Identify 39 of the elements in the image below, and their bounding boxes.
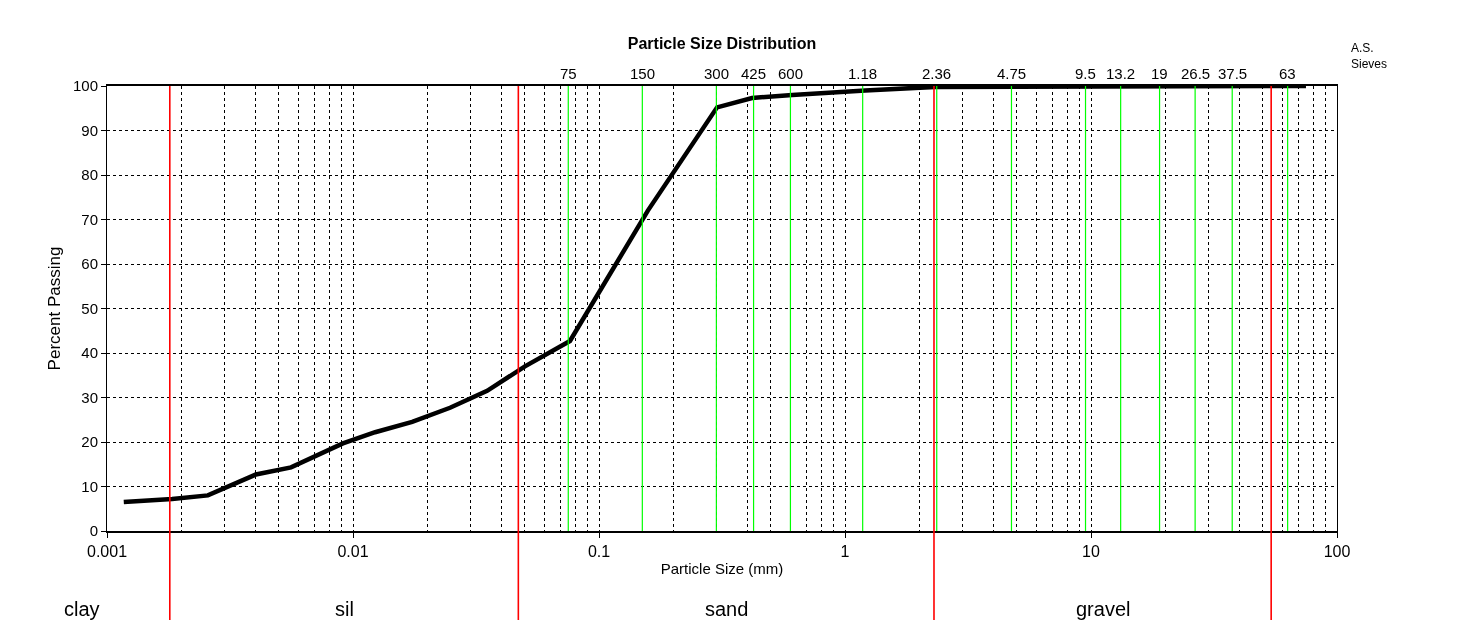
y-tick-label: 60: [81, 255, 98, 273]
y-tick-label: 20: [81, 433, 98, 451]
text: gravel: [1076, 598, 1131, 620]
x-axis-title: Particle Size (mm): [660, 559, 784, 577]
text: sand: [705, 598, 749, 620]
ref-line-label: 150: [630, 65, 656, 82]
ref-line-label: 63: [1279, 65, 1296, 82]
text: clay: [64, 598, 100, 620]
ref-line-label: 75: [560, 65, 577, 82]
y-tick-label: 70: [81, 210, 98, 228]
x-tick-label: 0.01: [337, 543, 369, 561]
x-tick-label: 10: [1082, 543, 1100, 561]
ref-line-label: 26.5: [1181, 65, 1211, 82]
y-tick-label: 80: [81, 166, 98, 184]
x-tick-label: 0.1: [587, 543, 611, 561]
ref-line-label: 2.36: [922, 65, 952, 82]
x-tick-label: 100: [1323, 543, 1351, 561]
y-tick-label: 30: [81, 388, 98, 406]
ref-line-label: 19: [1151, 65, 1168, 82]
text: sil: [335, 598, 354, 620]
ref-line-label: 13.2: [1106, 65, 1136, 82]
ref-line-label: 425: [741, 65, 767, 82]
ref-line-label: 4.75: [997, 65, 1027, 82]
x-tick-label: 0.001: [86, 543, 128, 561]
ref-line-label: 9.5: [1075, 65, 1096, 82]
ref-line-label: 37.5: [1218, 65, 1248, 82]
y-tick-label: 100: [72, 77, 98, 95]
ref-line-label: 1.18: [848, 65, 878, 82]
y-tick-label: 10: [81, 477, 98, 495]
y-tick-label: 90: [81, 121, 98, 139]
chart-title: Particle Size Distribution: [627, 35, 817, 53]
x-tick-label: 1: [840, 543, 850, 561]
y-tick-label: 50: [81, 299, 98, 317]
ref-line-label: 600: [778, 65, 804, 82]
text: A.S. Sieves: [1351, 41, 1388, 71]
y-tick-label: 0: [89, 522, 98, 540]
ref-line-label: 300: [704, 65, 730, 82]
y-tick-label: 40: [81, 344, 98, 362]
y-axis-title: Percent Passing: [44, 246, 64, 371]
